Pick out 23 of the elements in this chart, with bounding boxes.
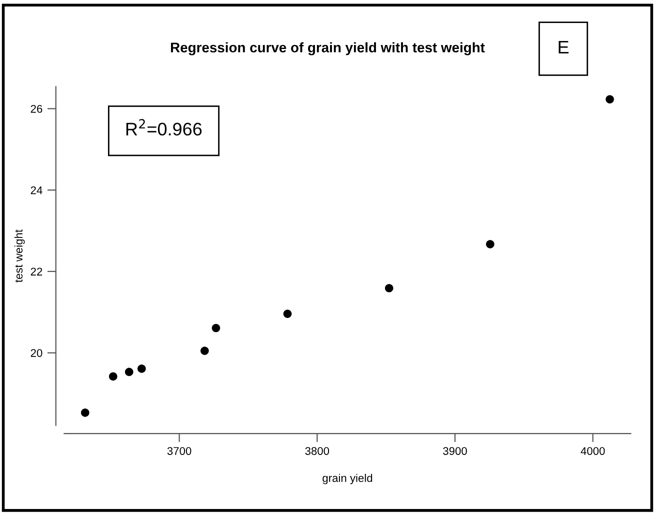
y-tick-label: 20 — [30, 349, 42, 357]
text: E — [558, 40, 569, 54]
chart-title: Regression curve of grain yield with test weight — [171, 42, 485, 56]
y-tick-label: 26 — [30, 104, 42, 113]
point — [606, 95, 614, 104]
x-tick-label: 4000 — [580, 447, 605, 455]
point — [200, 346, 209, 355]
x-tick-label: 3800 — [305, 447, 330, 455]
x-tick-label: 3700 — [167, 447, 192, 455]
point — [283, 310, 292, 318]
y-axis-title: test weight — [14, 230, 25, 282]
x-tick-label: 3900 — [443, 447, 467, 455]
x-axis-title: grain yield — [322, 474, 372, 484]
point — [212, 324, 220, 332]
y-tick-label: 24 — [30, 186, 42, 194]
point — [108, 372, 118, 381]
point — [80, 408, 90, 417]
y-tick-label: 22 — [30, 268, 42, 276]
point — [124, 368, 134, 376]
point — [486, 240, 494, 248]
point — [137, 364, 146, 373]
annotation: R$^{2}$=0.966 — [126, 119, 202, 136]
point — [384, 284, 394, 292]
